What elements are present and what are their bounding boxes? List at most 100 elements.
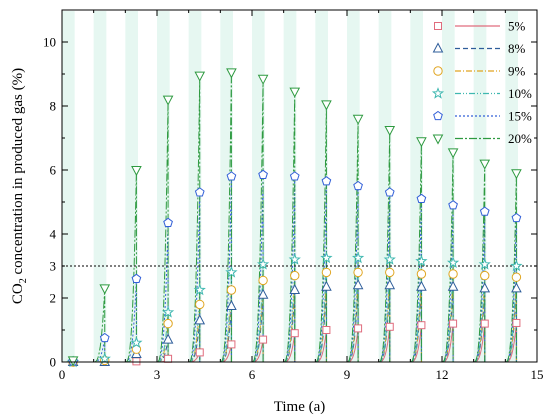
data-point [447,148,459,159]
data-point [511,212,522,223]
y-tick-label: 10 [43,35,56,50]
y-tick-label: 2 [50,291,57,306]
x-tick-label: 0 [59,367,66,382]
data-point [290,329,299,338]
data-point [67,356,79,367]
data-point [225,265,238,278]
data-point [385,322,394,331]
y-axis-title: CO2 concentration in produced gas (%) [10,68,29,304]
y-tick-label: 8 [50,99,57,114]
data-point [416,269,427,279]
data-point [289,283,301,294]
x-tick-label: 3 [154,367,161,382]
legend-label: 5% [508,19,526,34]
y-tick-label: 0 [50,355,57,370]
data-point [132,357,141,366]
data-point [511,272,522,282]
data-point [351,251,365,264]
data-point [321,100,332,111]
data-point [257,74,269,85]
data-point [99,284,111,295]
data-point [431,87,445,99]
y-tick-label: 3 [50,259,57,274]
x-tick-label: 15 [531,367,544,382]
data-point [288,253,301,265]
data-point [353,267,363,278]
data-point [479,282,491,293]
data-point [447,280,459,291]
data-point [448,200,458,210]
x-tick-label: 9 [344,367,351,382]
legend-label: 15% [508,109,532,124]
data-point [322,326,331,334]
legend-label: 8% [508,41,526,56]
data-point [478,257,491,270]
data-point [434,22,442,30]
data-point [193,283,206,296]
data-point [161,305,175,318]
data-point [290,270,300,281]
data-point [256,257,270,270]
cycle-band [252,11,265,362]
data-point [226,171,237,181]
cycle-band [93,11,107,362]
data-point [320,251,333,264]
data-point [354,324,363,333]
data-point [479,206,490,216]
legend-label: 10% [508,86,532,101]
x-tick-label: 12 [436,367,449,382]
data-point [289,171,300,181]
data-point [433,66,443,76]
data-point [417,321,426,330]
data-point [226,299,237,310]
cycle-band [188,11,202,362]
data-point [321,267,332,278]
data-point [321,280,332,291]
data-point [384,279,396,290]
data-point [353,180,363,191]
data-point [448,269,458,279]
legend-label: 20% [508,131,532,146]
data-point [480,270,490,281]
data-point [164,354,173,363]
data-point [162,333,174,344]
data-point [259,335,268,344]
data-point [226,68,237,79]
data-point [194,71,206,82]
data-point [289,87,301,98]
data-point [446,256,460,269]
data-point [98,352,111,365]
cycle-band [62,11,75,362]
data-point [432,42,444,53]
data-point [352,279,364,290]
x-tick-label: 6 [249,367,256,382]
data-point [163,318,173,329]
data-point [383,253,396,265]
data-point [415,254,428,267]
data-point [130,336,143,349]
series-line [62,174,517,363]
y-axis-title-prefix: CO [10,283,26,304]
data-point [226,285,237,295]
data-point [416,137,427,148]
data-point [195,348,204,357]
data-point [131,166,142,177]
data-point [511,282,522,293]
data-point [433,110,443,121]
data-point [321,176,332,186]
cycle-band [125,11,138,362]
data-point [385,267,395,278]
data-point [510,259,523,272]
data-point [432,134,444,145]
data-point [511,169,522,180]
data-point [227,340,236,349]
legend-label: 9% [508,64,526,79]
data-point [99,332,110,343]
data-point [512,318,521,327]
legend: 5% 8% 9% 10% 15% 20% [431,19,532,146]
y-tick-label: 4 [50,227,57,242]
data-point [479,159,491,170]
data-point [352,114,364,125]
y-tick-label: 6 [50,163,57,178]
